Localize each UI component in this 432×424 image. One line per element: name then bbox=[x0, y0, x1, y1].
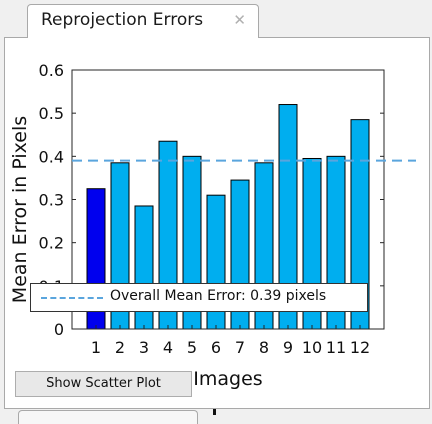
tab-reprojection-errors[interactable]: Reprojection Errors ✕ bbox=[27, 4, 259, 38]
y-tick-label: 0.6 bbox=[39, 61, 64, 80]
x-tick-label: 4 bbox=[163, 338, 173, 357]
close-icon[interactable]: ✕ bbox=[233, 12, 246, 29]
x-axis-label: Images bbox=[193, 368, 262, 390]
y-axis-label: Mean Error in Pixels bbox=[9, 116, 31, 303]
y-tick-label: 0 bbox=[54, 320, 64, 339]
x-tick-label: 7 bbox=[235, 338, 245, 357]
x-tick-label: 2 bbox=[115, 338, 125, 357]
legend-mean-label: Overall Mean Error: 0.39 pixels bbox=[110, 288, 327, 304]
tab-join bbox=[28, 36, 258, 39]
x-tick-label: 12 bbox=[350, 338, 370, 357]
x-tick-label: 10 bbox=[302, 338, 322, 357]
legend-dashed-line-swatch bbox=[41, 297, 103, 299]
x-tick-label: 3 bbox=[139, 338, 149, 357]
show-scatter-plot-button[interactable]: Show Scatter Plot bbox=[15, 371, 192, 397]
x-tick-label: 9 bbox=[283, 338, 293, 357]
x-tick-label: 8 bbox=[259, 338, 269, 357]
tab-strip: Reprojection Errors ✕ bbox=[0, 0, 432, 38]
y-tick-label: 0.4 bbox=[39, 147, 64, 166]
x-tick-label: 6 bbox=[211, 338, 221, 357]
x-tick-label: 5 bbox=[187, 338, 197, 357]
tab-title: Reprojection Errors bbox=[41, 10, 204, 30]
resize-handle[interactable] bbox=[213, 409, 216, 415]
y-tick-label: 0.2 bbox=[39, 234, 64, 253]
x-tick-label: 1 bbox=[91, 338, 101, 357]
y-tick-label: 0.3 bbox=[39, 191, 64, 210]
chart-legend: Overall Mean Error: 0.39 pixels bbox=[30, 283, 368, 312]
y-tick-label: 0.5 bbox=[39, 104, 64, 123]
x-tick-label: 11 bbox=[326, 338, 346, 357]
secondary-tab[interactable] bbox=[18, 410, 198, 424]
